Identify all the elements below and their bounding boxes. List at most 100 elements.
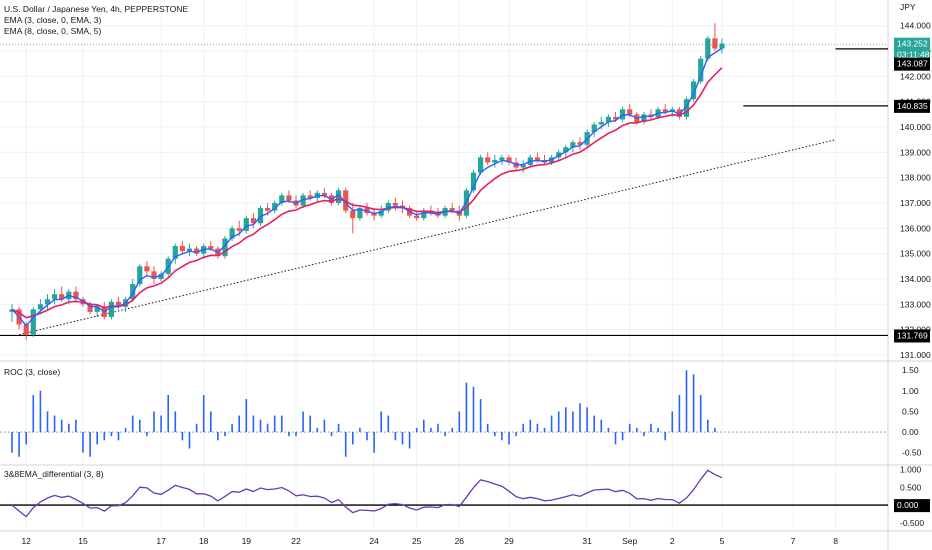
- price-tick-label: 142.000: [900, 71, 931, 81]
- candle-body: [137, 266, 143, 285]
- candle-body: [712, 38, 718, 49]
- candle-body: [286, 195, 292, 201]
- candle-body: [52, 294, 58, 300]
- price-tick-label: 138.000: [900, 173, 931, 183]
- time-tick-label: 31: [582, 536, 592, 546]
- candle-body: [683, 99, 690, 117]
- roc-tick-label: -0.50: [902, 448, 922, 458]
- legend-roc: ROC (3, close): [4, 367, 61, 377]
- candle-body: [392, 202, 398, 206]
- price-tick-label: 144.000: [900, 21, 931, 31]
- candle-body: [307, 195, 313, 198]
- differential-line: [0, 469, 888, 518]
- time-tick-label: Sep: [622, 536, 637, 546]
- candle-body: [208, 246, 214, 249]
- currency-label: JPY: [900, 2, 916, 12]
- candle-body: [421, 210, 427, 219]
- candle-body: [236, 228, 242, 231]
- candle-body: [279, 195, 285, 203]
- tag-140835-bg: [894, 99, 930, 113]
- last-price-tag-text: 03:11:48: [897, 50, 930, 60]
- candle-body: [250, 218, 256, 224]
- time-tick-label: 24: [369, 536, 379, 546]
- candle-body: [44, 299, 51, 305]
- legend-ema8: EMA (8, close, 0, SMA, 5): [4, 26, 102, 36]
- time-tick-label: 29: [504, 536, 514, 546]
- tag-131769-bg: [894, 329, 930, 343]
- time-tick-label: 8: [833, 536, 838, 546]
- candle-body: [478, 157, 484, 173]
- time-tick-label: 17: [156, 536, 166, 546]
- candle-body: [73, 291, 79, 300]
- candle-body: [470, 172, 477, 191]
- legend-ema3: EMA (3, close, 0, EMA, 3): [4, 15, 102, 25]
- candle-body: [534, 157, 540, 160]
- price-tick-label: 133.000: [900, 299, 931, 309]
- candle-body: [130, 284, 136, 300]
- legend-diff: 3&8EMA_differential (3, 8): [4, 469, 104, 479]
- ema-lines: [11, 47, 723, 327]
- roc-tick-label: 1.50: [902, 365, 919, 375]
- price-tick-label: 131.000: [900, 350, 931, 360]
- candle-body: [336, 190, 342, 203]
- candle-body: [94, 306, 100, 312]
- candle-body: [272, 202, 278, 211]
- time-tick-label: 25: [412, 536, 422, 546]
- grid: [0, 0, 888, 530]
- time-tick-label: 5: [720, 536, 725, 546]
- time-tick-label: 15: [78, 536, 88, 546]
- price-tick-label: 135.000: [900, 249, 931, 259]
- tag-131769-text: 131.769: [897, 330, 928, 340]
- candle-body: [662, 109, 668, 112]
- candle-body: [577, 142, 583, 145]
- time-tick-label: 7: [791, 536, 796, 546]
- candle-body: [449, 208, 455, 211]
- price-axis[interactable]: 131.000132.000133.000134.000135.000136.0…: [900, 21, 931, 528]
- time-tick-label: 18: [199, 536, 209, 546]
- candle-body: [151, 271, 157, 279]
- time-tick-label: 26: [455, 536, 465, 546]
- time-tick-label: 22: [291, 536, 301, 546]
- diff-tick-label: 1.000: [900, 465, 922, 475]
- candle-body: [108, 301, 114, 317]
- candle-body: [641, 114, 647, 122]
- candle-body: [350, 210, 356, 219]
- candle-body: [144, 266, 150, 272]
- time-tick-label: 19: [242, 536, 252, 546]
- roc-tick-label: 0.50: [902, 406, 919, 416]
- candle-body: [598, 121, 604, 125]
- candle-body: [556, 152, 562, 158]
- candle-body: [300, 195, 306, 206]
- roc-tick-label: 1.00: [902, 386, 919, 396]
- candlestick-series: [9, 23, 725, 340]
- price-tick-label: 140.000: [900, 122, 931, 132]
- price-tick-label: 139.000: [900, 147, 931, 157]
- tag-143087-bg: [894, 57, 930, 71]
- time-tick-label: 2: [670, 536, 675, 546]
- candle-body: [499, 157, 505, 160]
- tag-143087-text: 143.087: [897, 59, 928, 69]
- price-tick-label: 137.000: [900, 198, 931, 208]
- candle-body: [612, 116, 619, 120]
- candle-body: [23, 324, 29, 335]
- candle-body: [719, 43, 725, 49]
- time-axis[interactable]: 12 15 17 18 19 22 24 25 26 29 31 Sep 2 5 7 8: [21, 536, 838, 546]
- roc-histogram: [0, 370, 888, 457]
- candle-body: [87, 304, 93, 312]
- time-tick-label: 12: [21, 536, 31, 546]
- candle-body: [265, 208, 271, 211]
- tag-diff-zero-bg: [894, 499, 930, 513]
- horizontal-lines: [0, 44, 888, 337]
- roc-tick-label: 0.00: [902, 427, 919, 437]
- candle-body: [9, 309, 15, 312]
- price-tick-label: 134.000: [900, 274, 931, 284]
- candle-body: [705, 38, 711, 59]
- trendline: [18, 139, 836, 336]
- candle-body: [385, 202, 391, 211]
- candle-body: [179, 246, 185, 252]
- dotted-trendline: [18, 139, 836, 336]
- candle-body: [115, 301, 122, 307]
